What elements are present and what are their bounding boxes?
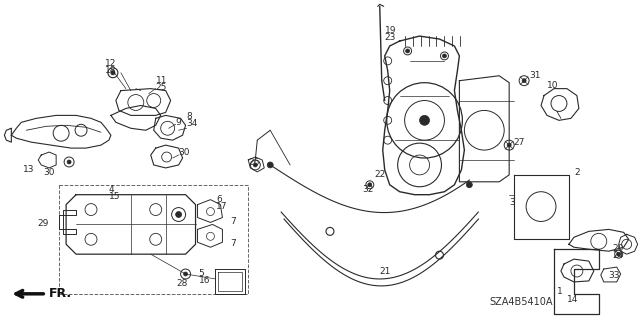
Text: 2: 2 <box>574 168 579 177</box>
Text: 32: 32 <box>362 185 373 194</box>
Text: 26: 26 <box>248 158 260 167</box>
Text: 29: 29 <box>37 219 49 228</box>
Circle shape <box>420 115 429 125</box>
Text: 9: 9 <box>175 118 181 127</box>
Text: 20: 20 <box>612 244 624 253</box>
Text: 4: 4 <box>109 185 115 194</box>
Text: 14: 14 <box>567 295 579 304</box>
Text: 28: 28 <box>177 279 188 288</box>
Text: 16: 16 <box>198 276 210 285</box>
Circle shape <box>617 252 621 256</box>
Text: 15: 15 <box>109 192 120 201</box>
Text: FR.: FR. <box>49 287 72 300</box>
Circle shape <box>442 54 447 58</box>
Circle shape <box>253 163 257 167</box>
Text: SZA4B5410A: SZA4B5410A <box>489 297 553 307</box>
Text: 7: 7 <box>230 239 236 248</box>
Circle shape <box>67 160 71 164</box>
Circle shape <box>111 71 115 75</box>
Text: 27: 27 <box>513 138 525 147</box>
Text: 1: 1 <box>557 287 563 296</box>
Circle shape <box>184 272 188 276</box>
Text: 25: 25 <box>156 83 167 92</box>
Text: 22: 22 <box>375 170 386 179</box>
Text: 30: 30 <box>44 168 54 177</box>
Circle shape <box>522 79 526 83</box>
Text: 8: 8 <box>187 112 193 122</box>
Circle shape <box>175 211 182 218</box>
Text: 24: 24 <box>612 251 624 260</box>
Circle shape <box>507 143 511 147</box>
Text: 11: 11 <box>156 76 167 85</box>
Text: 5: 5 <box>198 269 204 278</box>
Text: 12: 12 <box>105 59 116 68</box>
Circle shape <box>368 183 372 187</box>
Text: 17: 17 <box>216 202 228 211</box>
Text: 7: 7 <box>230 218 236 226</box>
Text: 10: 10 <box>547 81 559 90</box>
Text: 3: 3 <box>509 198 515 207</box>
Text: 23: 23 <box>385 33 396 42</box>
Text: 18: 18 <box>105 66 116 75</box>
Circle shape <box>406 49 410 53</box>
Text: 21: 21 <box>380 267 391 276</box>
Text: 33: 33 <box>609 271 620 280</box>
Text: 31: 31 <box>529 71 541 80</box>
Text: 13: 13 <box>23 165 35 174</box>
Circle shape <box>268 162 273 168</box>
Text: 6: 6 <box>216 195 222 204</box>
Bar <box>59 185 248 294</box>
Text: 30: 30 <box>179 148 190 157</box>
Circle shape <box>467 182 472 188</box>
Text: 19: 19 <box>385 26 396 35</box>
Text: 34: 34 <box>187 119 198 128</box>
